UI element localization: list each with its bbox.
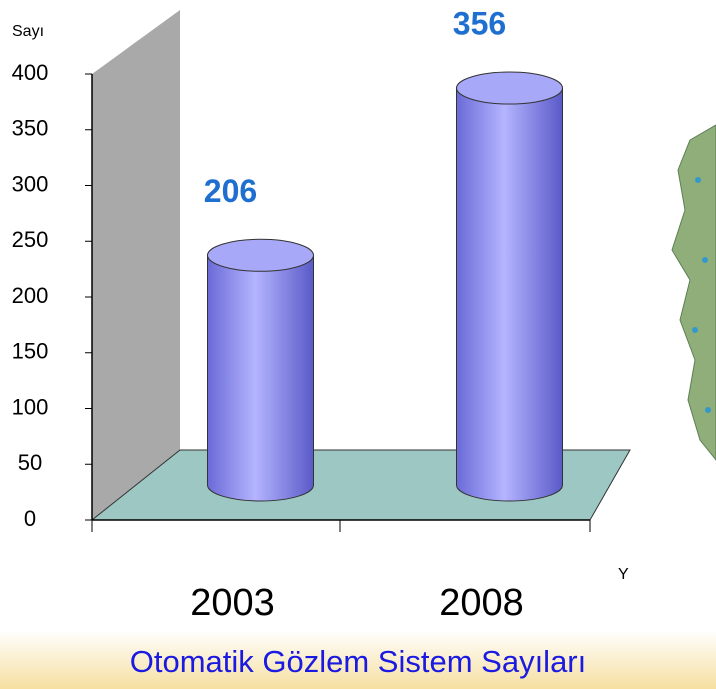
y-axis-label: Sayı xyxy=(12,23,44,40)
x-tick-label: 2003 xyxy=(190,582,275,624)
bar xyxy=(207,254,314,502)
y-tick-label: 300 xyxy=(12,171,49,196)
y-tick-label: 200 xyxy=(12,283,49,308)
back-wall xyxy=(92,10,180,520)
x-axis-label: Y xyxy=(618,566,629,583)
y-tick-label: 350 xyxy=(12,116,49,141)
y-tick-label: 50 xyxy=(18,450,42,475)
background-strip xyxy=(0,630,716,689)
bar xyxy=(456,87,563,502)
y-tick-label: 150 xyxy=(12,339,49,364)
y-tick-label: 400 xyxy=(12,60,49,85)
bar-top xyxy=(456,71,563,105)
y-tick-label: 250 xyxy=(12,227,49,252)
data-label: 206 xyxy=(204,173,257,209)
y-tick-label: 100 xyxy=(12,394,49,419)
x-tick-label: 2008 xyxy=(439,582,524,624)
y-tick-label: 0 xyxy=(24,506,36,531)
map-decoration xyxy=(671,124,716,461)
bar-top xyxy=(207,238,314,272)
data-label: 356 xyxy=(453,6,506,42)
chart-title: Otomatik Gözlem Sistem Sayıları xyxy=(130,644,587,679)
